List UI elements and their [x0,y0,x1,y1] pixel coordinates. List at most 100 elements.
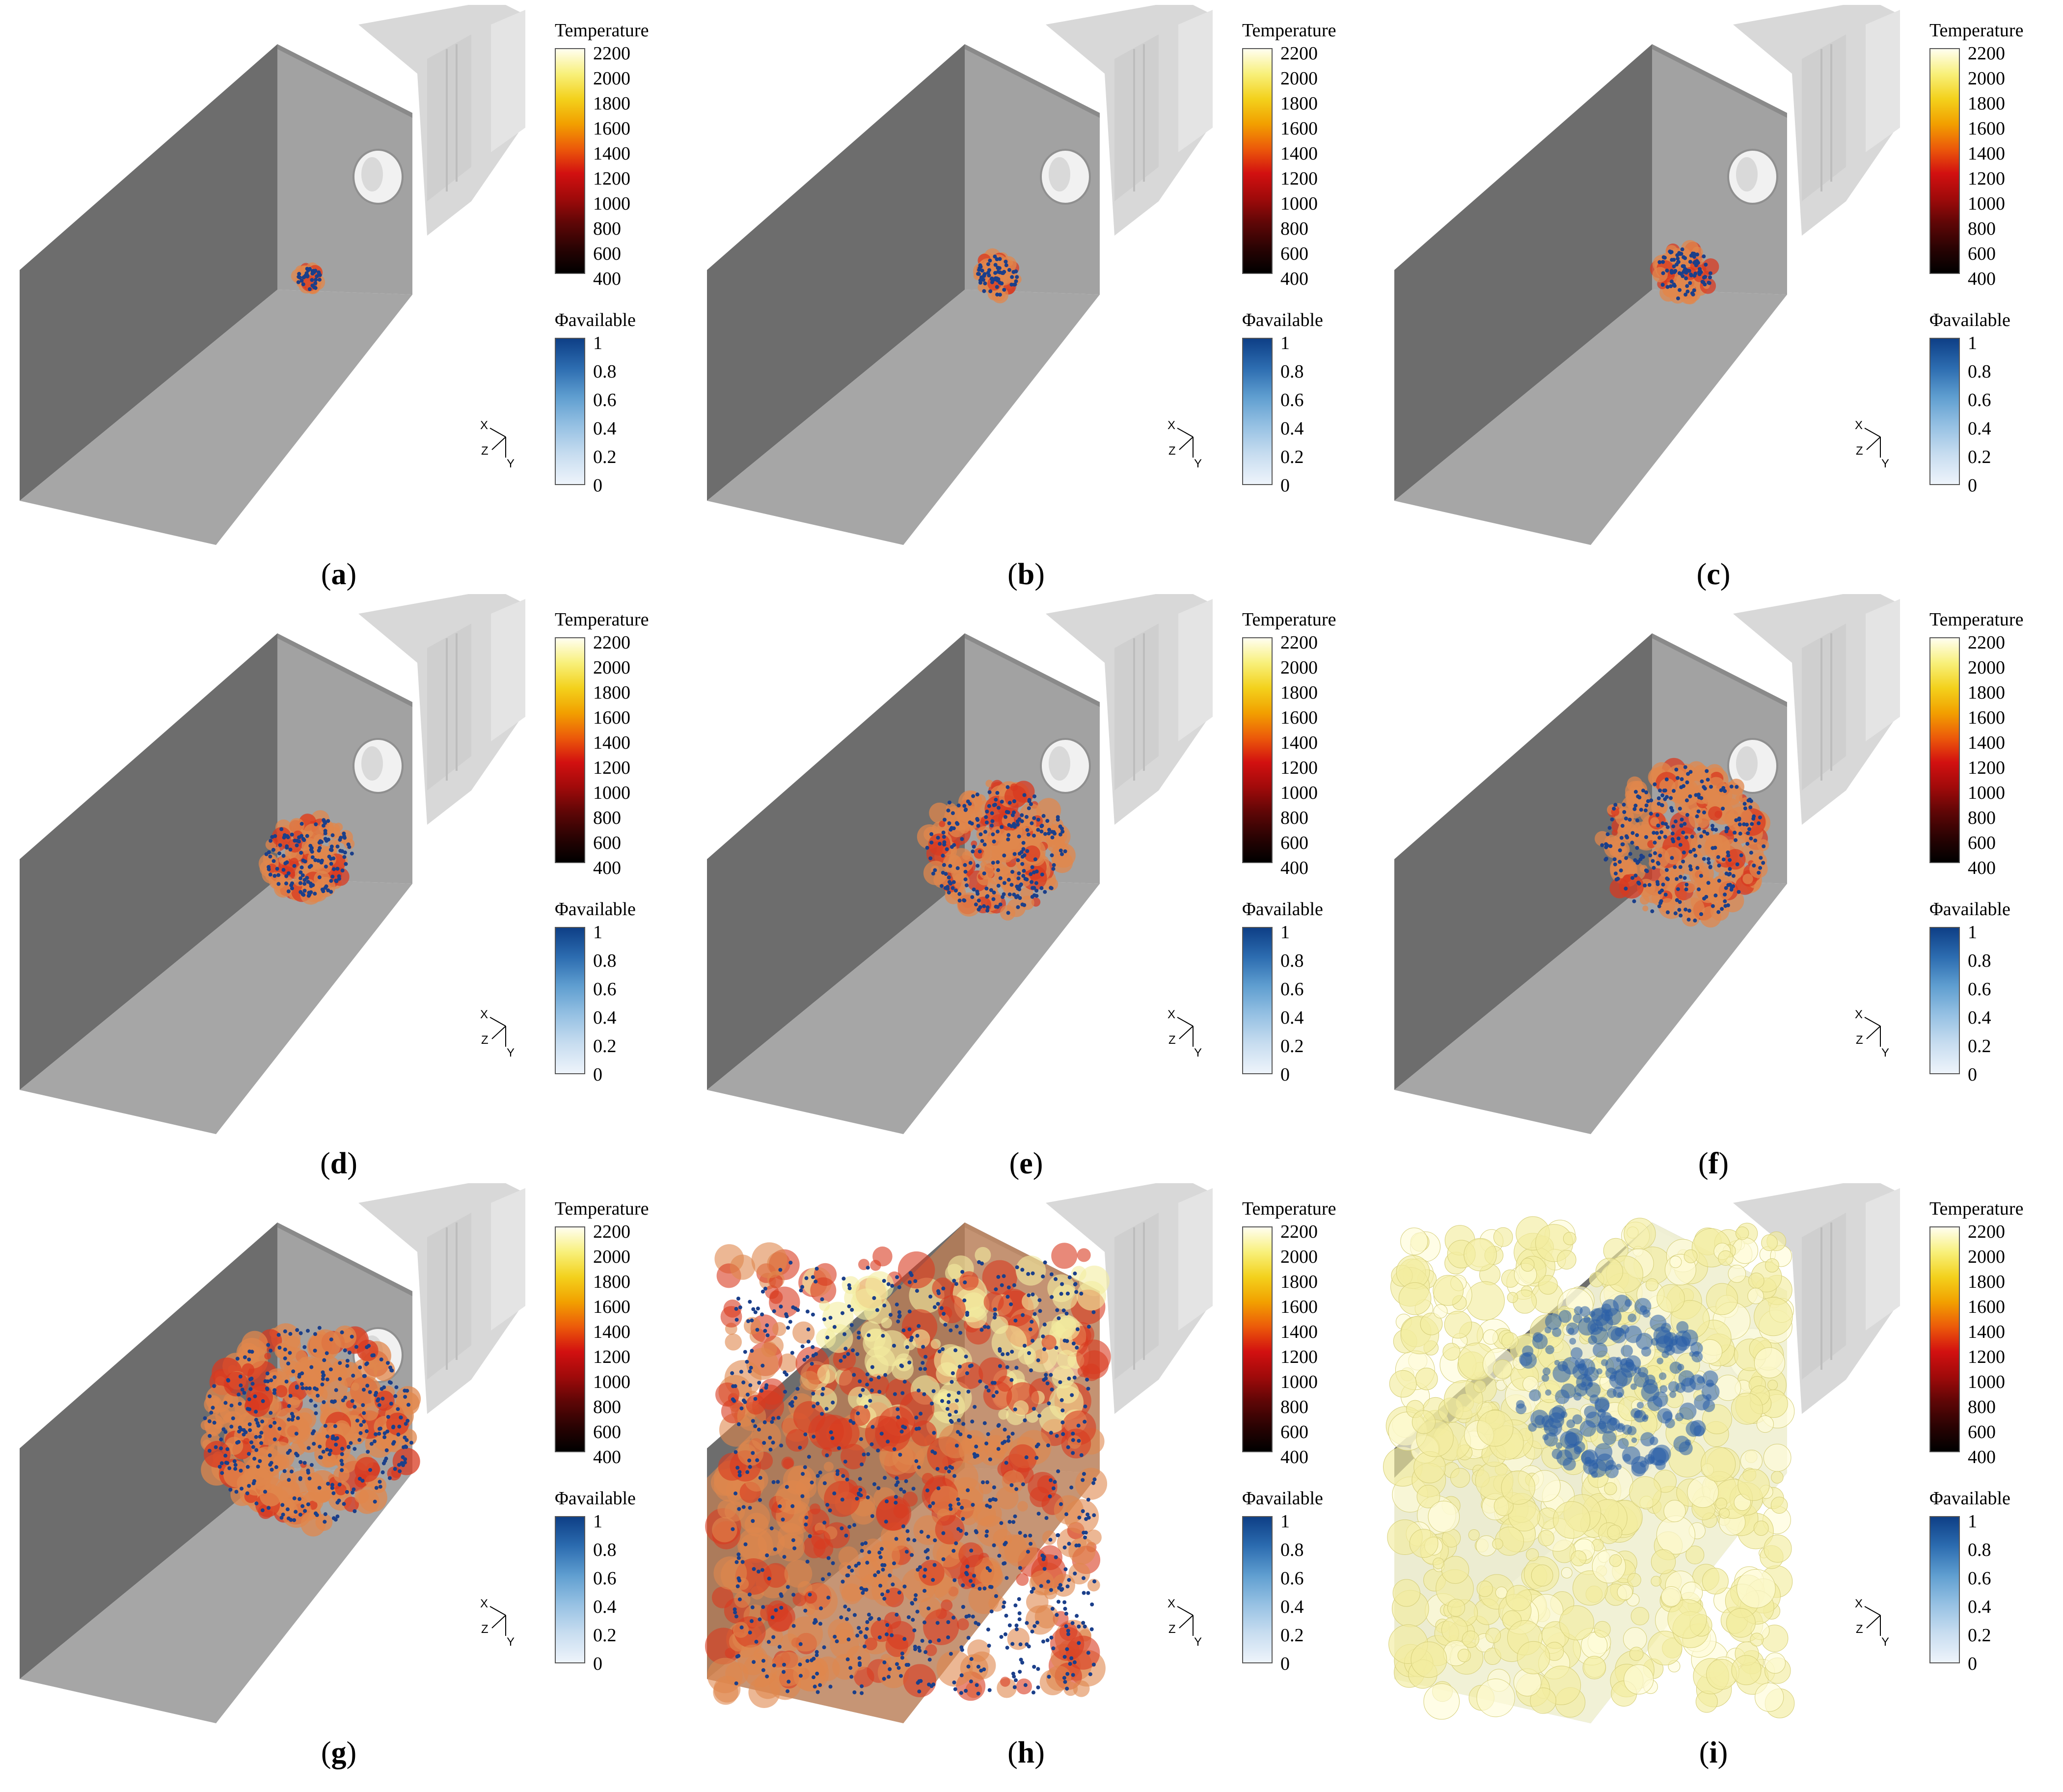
panel-label: g [331,1736,347,1769]
phi-tick-label: 0.8 [593,1540,617,1560]
exhaust-duct [1733,1183,1900,1414]
inlet-hole [1040,738,1091,794]
phi-gradient [1929,1516,1960,1663]
panel-label: i [1709,1736,1718,1769]
temperature-tick-label: 1200 [1280,758,1318,778]
inlet-hole [1727,738,1778,794]
temperature-tick-label: 1000 [593,1372,630,1392]
phi-tick-label: 0 [593,1654,602,1674]
axis-z-label: Z [1168,1623,1176,1636]
temperature-tick-label: 1600 [1968,707,2005,728]
temperature-tick-label: 2000 [593,657,630,678]
temperature-tick-label: 1000 [1280,193,1318,214]
panel-caption: (i) [1699,1736,1728,1769]
phi-tick-label: 0 [1280,1654,1290,1674]
axis-y-label: Y [507,1046,515,1059]
phi-tick-label: 1 [593,333,602,353]
inlet-hole [353,738,404,794]
phi-tick-label: 0 [593,475,602,496]
temperature-legend-title: Temperature [555,609,649,630]
exhaust-duct [358,5,525,236]
temperature-tick-label: 1800 [593,1272,630,1292]
axis-x-label: X [1855,419,1863,432]
panel-label: b [1017,558,1035,591]
phi-tick-label: 0.2 [593,1625,617,1646]
exhaust-duct [358,1183,525,1414]
temperature-tick-label: 600 [593,833,621,853]
phi-tick-label: 0 [1280,1064,1290,1085]
temperature-tick-label: 1600 [1280,1297,1318,1317]
phi-tick-label: 1 [1968,333,1977,353]
phi-gradient [1929,338,1960,485]
temperature-gradient [1242,637,1273,863]
axis-triad: XZ Y [1855,1008,1889,1059]
temperature-tick-label: 1400 [593,1322,630,1342]
phi-legend-title: Φavailable [1929,310,2010,330]
phi-tick-label: 0.4 [593,1597,617,1617]
chamber-box [20,633,412,1134]
temperature-tick-label: 2200 [1968,1222,2005,1242]
temperature-tick-label: 1000 [1968,193,2005,214]
axis-y-label: Y [1194,457,1202,470]
phi-tick-label: 0.6 [1280,979,1304,1000]
temperature-legend-title: Temperature [555,20,649,41]
axis-y-label: Y [1881,457,1889,470]
temperature-tick-label: 1800 [1280,1272,1318,1292]
temperature-gradient [555,637,585,863]
temperature-tick-label: 2200 [593,1222,630,1242]
phi-tick-label: 0.8 [1280,361,1304,382]
temperature-tick-label: 2000 [593,1247,630,1267]
panel-a: X Z Y Temperature 2200 2000 1800 1600 1400 1200 10… [5,5,692,594]
axis-x-label: X [1167,419,1175,432]
temperature-tick-label: 1000 [1280,783,1318,803]
panel-label: e [1019,1147,1033,1180]
temperature-tick-label: 600 [1280,833,1308,853]
temperature-tick-label: 2200 [1968,632,2005,653]
phi-tick-label: 0.8 [1280,1540,1304,1560]
phi-tick-label: 0.4 [593,1007,617,1028]
phi-tick-label: 0 [1280,475,1290,496]
panel-label: d [330,1147,348,1180]
panel-c: X Z Y Temperature 2200 2000 1800 1600 1400 1200 10… [1380,5,2063,594]
panel-label: h [1017,1736,1035,1769]
combustion-chamber-render [707,5,1213,545]
temperature-legend-title: Temperature [1242,20,1336,41]
combustion-chamber-render [1394,5,1900,545]
temperature-tick-label: 1400 [1280,733,1318,753]
temperature-gradient [555,1226,585,1452]
flame-cloud [1650,240,1719,304]
panel-label: f [1708,1147,1719,1180]
phi-legend-title: Φavailable [1929,899,2010,920]
temperature-tick-label: 1800 [1968,682,2005,703]
panel-caption: (b) [1007,558,1045,591]
phi-tick-label: 0.2 [1280,1036,1304,1057]
axis-x-label: X [1167,1008,1175,1021]
phi-legend-title: Φavailable [1929,1488,2010,1509]
axis-z-label: Z [481,444,489,458]
phi-tick-label: 0.8 [1968,950,1991,971]
temperature-tick-label: 1600 [1968,118,2005,139]
chamber-box [707,44,1100,545]
phi-tick-label: 0.6 [1968,979,1991,1000]
temperature-tick-label: 800 [1968,808,1996,828]
temperature-gradient [555,48,585,274]
exhaust-duct [1733,594,1900,825]
axis-triad: XZ Y [1855,419,1889,470]
temperature-tick-label: 1200 [593,758,630,778]
temperature-legend-title: Temperature [1242,1198,1336,1219]
axis-z-label: Z [1856,444,1863,458]
temperature-tick-label: 600 [593,1422,621,1442]
phi-gradient [555,1516,585,1663]
chamber-box [1394,44,1787,545]
temperature-legend-title: Temperature [1929,609,2024,630]
panel-label: c [1707,558,1720,591]
temperature-tick-label: 800 [1280,808,1308,828]
flame-cloud [917,780,1076,921]
temperature-tick-label: 600 [1968,1422,1996,1442]
temperature-tick-label: 1200 [1968,1347,2005,1367]
axis-y-label: Y [1881,1046,1889,1059]
combustion-chamber-render [1383,1183,1900,1723]
temperature-tick-label: 1000 [1968,1372,2005,1392]
panel-h: X Z Y Temperature 2200 2000 1800 1600 1400 1200 10… [692,1183,1380,1772]
phi-tick-label: 0.6 [593,1568,617,1589]
